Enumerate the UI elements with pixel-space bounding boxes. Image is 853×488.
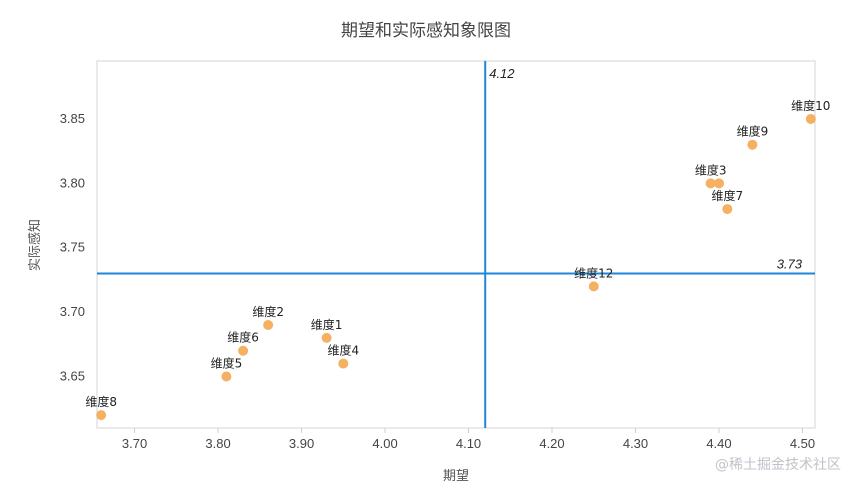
scatter-point (321, 332, 332, 343)
scatter-point (705, 178, 716, 189)
scatter-point (713, 178, 724, 189)
chart-title: 期望和实际感知象限图 (341, 21, 511, 41)
scatter-point (221, 371, 232, 382)
point-label: 维度8 (85, 394, 117, 409)
vertical-reference-label: 4.12 (489, 66, 515, 81)
point-label: 维度1 (311, 317, 343, 332)
x-tick-label: 4.20 (539, 436, 564, 451)
reference-lines: 4.12 3.73 (97, 61, 815, 428)
x-tick-label: 3.90 (289, 436, 314, 451)
watermark-text: @稀土掘金技术社区 (715, 457, 841, 473)
point-label: 维度6 (227, 330, 259, 345)
point-label: 维度10 (791, 98, 830, 113)
plot-area (96, 60, 816, 429)
point-label: 维度4 (327, 343, 359, 358)
scatter-point (338, 358, 349, 369)
scatter-point (238, 345, 249, 356)
x-tick-label: 4.50 (790, 436, 815, 451)
scatter-point (96, 410, 107, 421)
point-label: 维度7 (712, 188, 744, 203)
y-tick-label: 3.65 (60, 368, 85, 383)
y-axis-ticks: 3.65 3.70 3.75 3.80 3.85 (60, 111, 85, 384)
y-tick-label: 3.85 (60, 111, 85, 126)
x-tick-label: 4.00 (372, 436, 397, 451)
scatter-point (263, 319, 274, 330)
data-points: 维度1 维度2 维度3 维度4 维度5 维度6 维度7 维度8 维度9 维度10 维度12 (85, 98, 830, 421)
point-label: 维度9 (737, 124, 769, 139)
scatter-point (747, 139, 758, 150)
horizontal-reference-label: 3.73 (777, 256, 803, 271)
x-tick-label: 4.40 (706, 436, 731, 451)
x-axis-title: 期望 (443, 468, 469, 484)
point-label: 维度12 (574, 265, 613, 280)
point-label: 维度3 (695, 162, 727, 177)
x-tick-label: 3.80 (205, 436, 230, 451)
y-tick-label: 3.75 (60, 240, 85, 255)
x-tick-label: 3.70 (122, 436, 147, 451)
point-label: 维度5 (211, 355, 243, 370)
y-tick-label: 3.80 (60, 175, 85, 190)
y-tick-label: 3.70 (60, 304, 85, 319)
scatter-point (722, 204, 733, 215)
x-tick-label: 4.10 (456, 436, 481, 451)
x-axis-ticks: 3.70 3.80 3.90 4.00 4.10 4.20 4.30 4.40 4.50 (122, 428, 815, 451)
scatter-point (805, 113, 816, 124)
y-axis-title: 实际感知 (27, 219, 43, 271)
scatter-point (588, 281, 599, 292)
point-label: 维度2 (252, 304, 284, 319)
x-tick-label: 4.30 (623, 436, 648, 451)
